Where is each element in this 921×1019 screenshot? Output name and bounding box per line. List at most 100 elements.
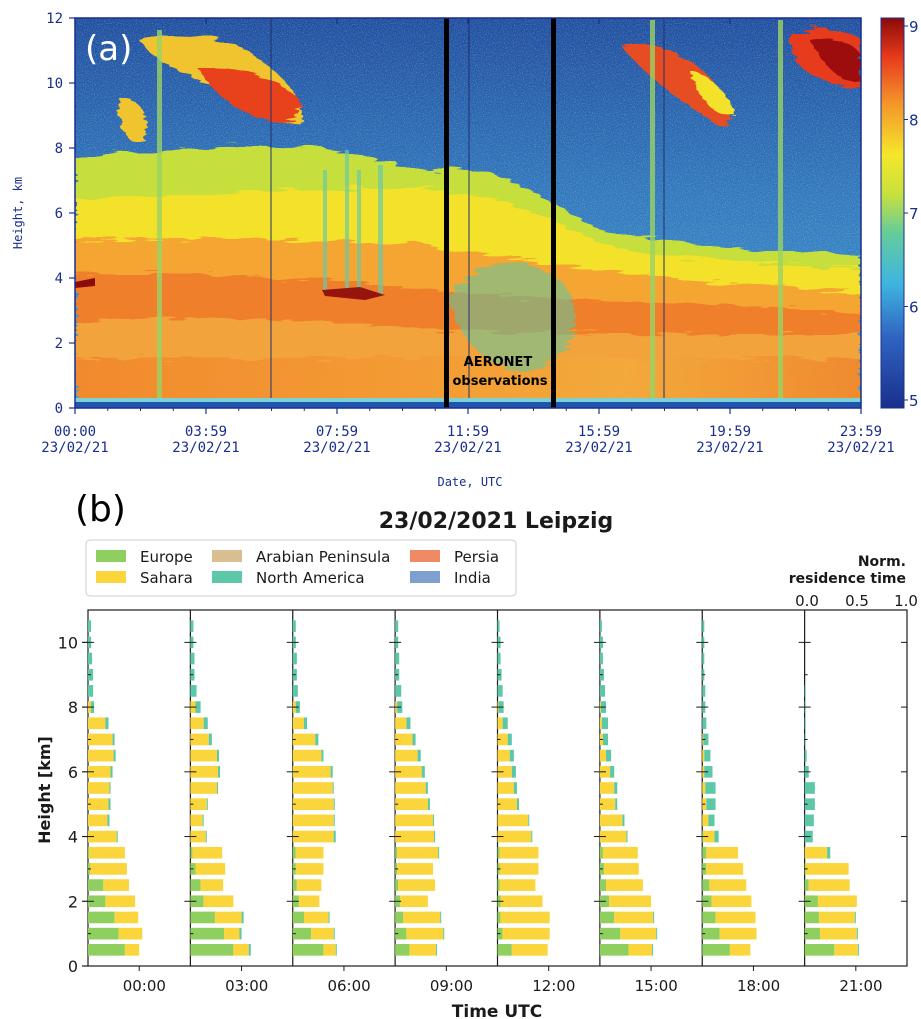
bar-north-america: [88, 620, 92, 633]
bar-north-america: [440, 911, 442, 924]
bar-sahara: [295, 846, 324, 859]
bar-north-america: [108, 798, 111, 811]
residence-time-panel: (b) 23/02/2021 Leipzig Europe Sahara Arabi…: [35, 489, 918, 1019]
bar-north-america: [804, 798, 815, 811]
bar-north-america: [110, 765, 113, 778]
bar-north-america: [205, 830, 207, 843]
bar-north-america: [417, 749, 421, 762]
bar-north-america: [702, 652, 705, 665]
bar-sahara: [497, 749, 510, 762]
bar-europe: [190, 879, 201, 891]
bar-north-america: [328, 911, 330, 924]
bar-sahara: [497, 830, 532, 843]
bar-sahara: [292, 830, 334, 843]
bar-north-america: [195, 701, 201, 713]
bar-sahara: [88, 733, 113, 746]
bar-europe: [497, 879, 500, 891]
bar-sahara: [403, 911, 441, 924]
bar-europe: [395, 943, 410, 956]
norm-tick-label: 1.0: [894, 592, 918, 610]
bar-north-america: [804, 782, 815, 794]
bar-north-america: [434, 830, 436, 843]
bar-north-america: [827, 846, 831, 859]
bar-north-america: [854, 911, 856, 924]
bar-sahara: [397, 846, 439, 859]
bar-north-america: [427, 798, 430, 811]
bar-sahara: [190, 814, 203, 827]
bar-europe: [599, 927, 621, 940]
bar-north-america: [216, 782, 219, 794]
heatmap-y-tick-label: 6: [55, 206, 63, 222]
bar-sahara: [702, 782, 706, 794]
panel-a-label: (a): [85, 29, 132, 69]
bar-north-america: [615, 798, 618, 811]
bar-europe: [395, 879, 399, 891]
bar-europe: [702, 879, 710, 891]
bar-sahara: [190, 749, 217, 762]
bar-sahara: [818, 911, 855, 924]
bar-north-america: [656, 927, 658, 940]
bar-sahara: [702, 814, 709, 827]
bar-north-america: [190, 620, 194, 633]
bar-north-america: [610, 765, 615, 778]
legend-label: Persia: [454, 548, 499, 566]
bar-sahara: [311, 927, 334, 940]
bar-y-tick-label: 10: [58, 633, 78, 652]
heatmap-x-tick-time: 07:59: [316, 424, 358, 440]
heatmap-x-tick-time: 11:59: [447, 424, 489, 440]
bar-sahara: [500, 911, 550, 924]
colorbar-tick-label: 5: [909, 392, 919, 410]
bar-y-tick-label: 2: [68, 892, 78, 911]
bar-north-america: [433, 814, 435, 827]
bar-north-america: [599, 620, 602, 633]
heatmap-x-tick-time: 03:59: [185, 424, 227, 440]
bar-north-america: [507, 733, 512, 746]
legend-swatch: [96, 571, 126, 583]
bar-north-america: [332, 782, 334, 794]
time-panel-2100: 21:00: [804, 609, 907, 995]
bar-sahara: [397, 863, 434, 875]
bar-sahara: [214, 911, 242, 924]
heatmap-x-label: Date, UTC: [437, 475, 502, 489]
bar-sahara: [497, 733, 508, 746]
bar-sahara: [190, 717, 204, 730]
legend-label: Sahara: [140, 569, 193, 587]
heatmap-x-tick-time: 19:59: [709, 424, 751, 440]
bar-sahara: [304, 911, 329, 924]
bar-europe: [702, 927, 720, 940]
bar-north-america: [497, 685, 503, 697]
bar-north-america: [857, 943, 859, 956]
bar-sahara: [729, 943, 751, 956]
bar-north-america: [513, 782, 517, 794]
bar-europe: [599, 943, 629, 956]
legend-label: Arabian Peninsula: [256, 548, 390, 566]
bar-sahara: [706, 846, 739, 859]
bar-sahara: [599, 814, 623, 827]
bar-europe: [395, 927, 407, 940]
bar-europe: [190, 943, 234, 956]
bar-europe: [804, 879, 809, 891]
bar-sahara: [620, 927, 657, 940]
bar-north-america: [804, 814, 814, 827]
bar-sahara: [292, 782, 333, 794]
heatmap-y-tick-label: 10: [46, 76, 63, 92]
heatmap-y-tick-label: 8: [55, 141, 63, 157]
bar-europe: [190, 911, 215, 924]
bar-north-america: [702, 620, 705, 633]
bar-sahara: [323, 943, 336, 956]
bar-sahara: [703, 830, 715, 843]
bar-sahara: [409, 943, 437, 956]
bar-sahara: [511, 943, 548, 956]
bar-sahara: [190, 798, 207, 811]
bar-north-america: [190, 685, 197, 697]
bar-sahara: [817, 895, 857, 908]
bar-north-america: [614, 782, 618, 794]
bar-europe: [292, 927, 312, 940]
bar-europe: [88, 911, 115, 924]
bar-north-america: [208, 733, 212, 746]
bar-europe: [599, 911, 615, 924]
bar-sahara: [190, 765, 219, 778]
bar-north-america: [509, 749, 514, 762]
bar-north-america: [622, 814, 625, 827]
bar-europe: [395, 846, 398, 859]
